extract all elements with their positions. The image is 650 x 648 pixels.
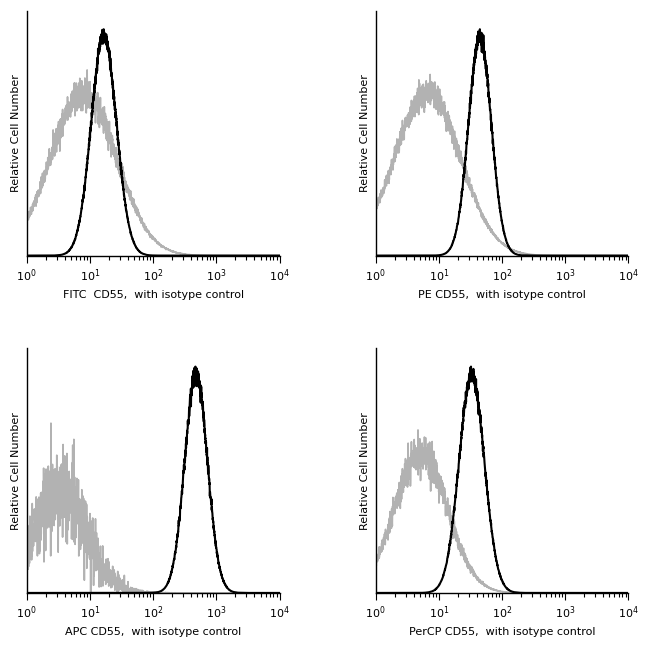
X-axis label: APC CD55,  with isotype control: APC CD55, with isotype control [65,627,241,637]
Y-axis label: Relative Cell Number: Relative Cell Number [360,411,370,529]
Y-axis label: Relative Cell Number: Relative Cell Number [360,75,370,192]
X-axis label: FITC  CD55,  with isotype control: FITC CD55, with isotype control [62,290,244,299]
X-axis label: PE CD55,  with isotype control: PE CD55, with isotype control [418,290,586,299]
X-axis label: PerCP CD55,  with isotype control: PerCP CD55, with isotype control [409,627,595,637]
Y-axis label: Relative Cell Number: Relative Cell Number [11,75,21,192]
Y-axis label: Relative Cell Number: Relative Cell Number [11,411,21,529]
